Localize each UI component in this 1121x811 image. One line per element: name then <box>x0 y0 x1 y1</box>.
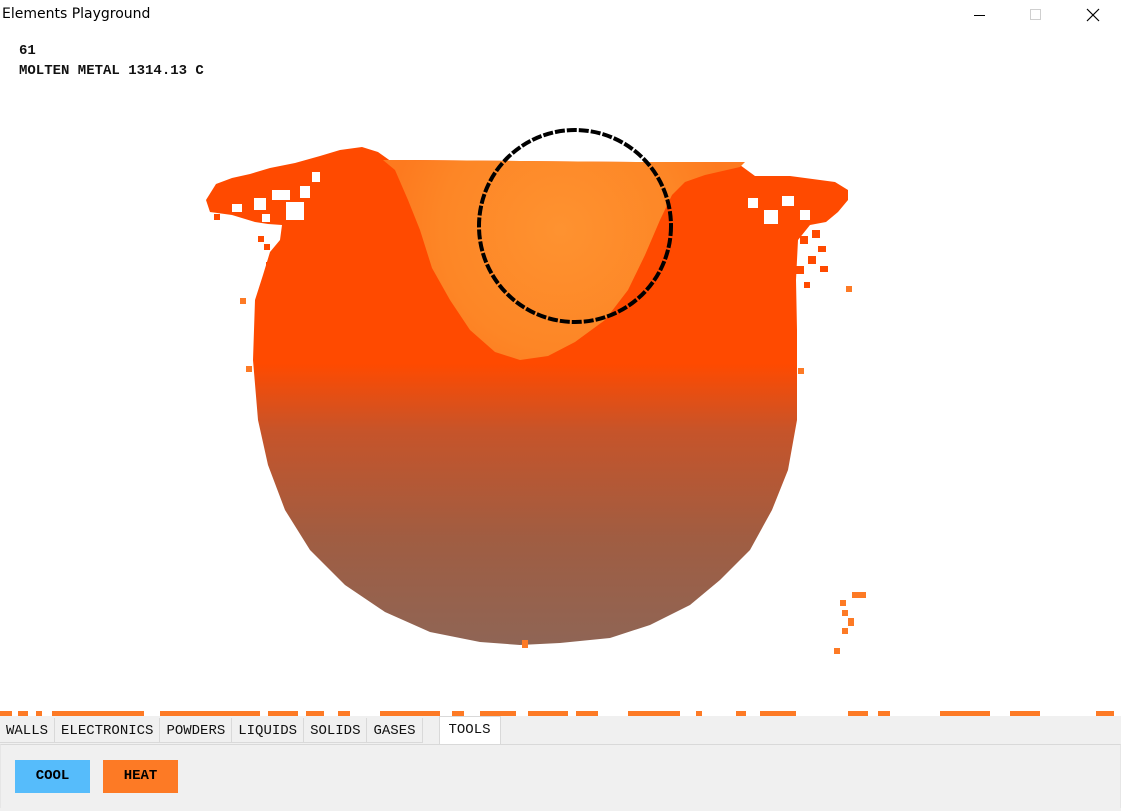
element-toolbar: WALLS ELECTRONICS POWDERS LIQUIDS SOLIDS… <box>0 716 1121 811</box>
maximize-button[interactable] <box>1013 0 1059 30</box>
minimize-button[interactable] <box>957 0 1003 30</box>
tab-solids[interactable]: SOLIDS <box>304 718 368 743</box>
tab-tools[interactable]: TOOLS <box>438 716 501 744</box>
tab-electronics[interactable]: ELECTRONICS <box>55 718 161 743</box>
particle-count: 61 <box>19 43 36 59</box>
category-tabs: WALLS ELECTRONICS POWDERS LIQUIDS SOLIDS… <box>0 716 501 744</box>
bottom-particle-strip <box>0 711 1114 716</box>
minimize-icon <box>974 15 985 16</box>
brush-circle-icon <box>477 128 673 324</box>
cursor-element-info: MOLTEN METAL 1314.13 C <box>19 63 204 79</box>
molten-metal-blob <box>206 147 852 648</box>
tab-liquids[interactable]: LIQUIDS <box>232 718 305 743</box>
tab-gases[interactable]: GASES <box>367 718 423 743</box>
tab-walls[interactable]: WALLS <box>0 718 56 743</box>
window-title: Elements Playground <box>2 6 151 22</box>
cool-tool-button[interactable]: COOL <box>15 760 90 793</box>
maximize-icon <box>1030 9 1041 20</box>
close-button[interactable] <box>1070 0 1116 30</box>
tab-powders[interactable]: POWDERS <box>160 718 233 743</box>
tools-panel: COOL HEAT <box>0 744 1121 808</box>
close-icon <box>1086 8 1100 22</box>
title-bar: Elements Playground <box>0 0 1121 30</box>
simulation-canvas[interactable] <box>0 30 1121 716</box>
molten-droplets <box>834 592 866 654</box>
heat-tool-button[interactable]: HEAT <box>103 760 178 793</box>
